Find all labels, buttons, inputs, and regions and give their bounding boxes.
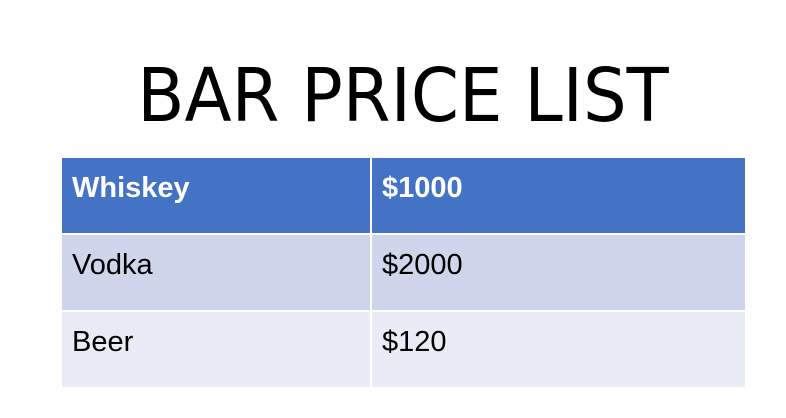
table-row: Whiskey $1000 [60,156,747,235]
table-row: Vodka $2000 [60,233,747,312]
price-cell: $2000 [370,233,747,312]
item-cell: Whiskey [60,156,372,235]
price-cell: $1000 [370,156,747,235]
price-cell: $120 [370,310,747,389]
table-row: Beer $120 [60,310,747,389]
price-table: Whiskey $1000 Vodka $2000 Beer $120 [60,156,747,389]
item-cell: Beer [60,310,372,389]
item-cell: Vodka [60,233,372,312]
page-title: BAR PRICE LIST [137,53,669,139]
